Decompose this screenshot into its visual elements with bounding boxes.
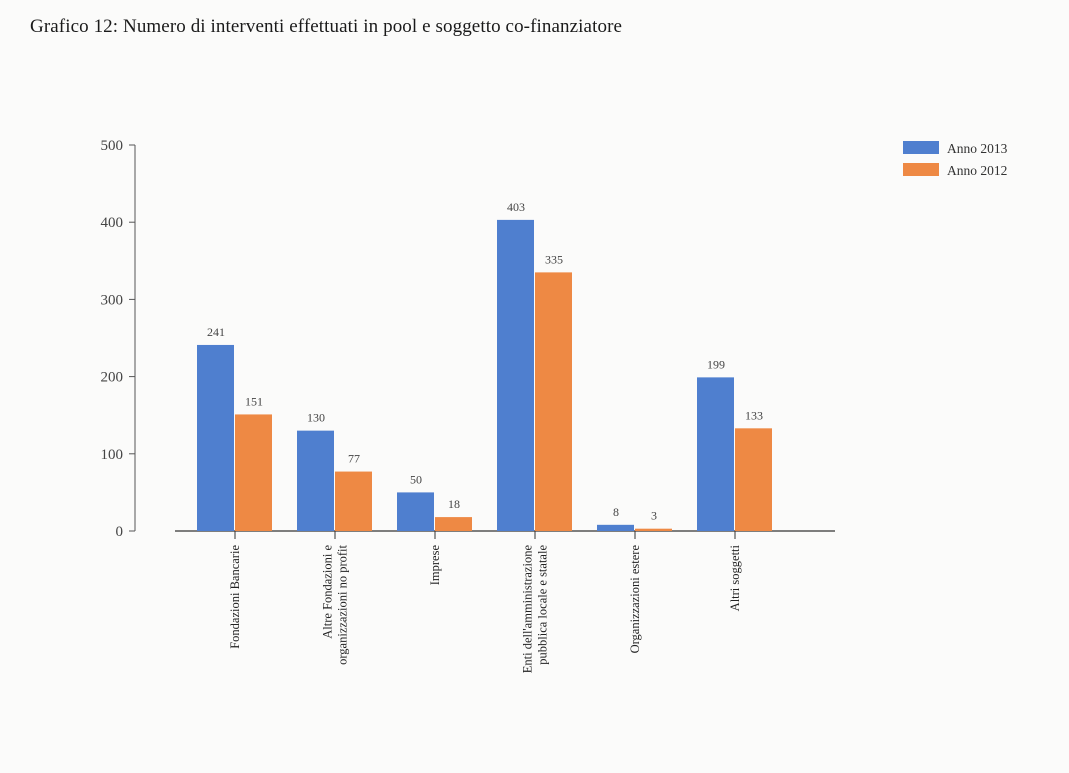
bar-series2 xyxy=(435,517,472,531)
bar-series2 xyxy=(735,428,772,531)
bar-series1 xyxy=(697,377,734,531)
data-label: 199 xyxy=(707,357,725,371)
category-label-line: pubblica locale e statale xyxy=(536,545,550,665)
data-label: 3 xyxy=(651,509,657,523)
y-tick-label: 0 xyxy=(116,524,124,540)
legend-label: Anno 2012 xyxy=(947,163,1007,178)
legend-swatch xyxy=(903,163,939,176)
y-tick-label: 200 xyxy=(101,370,124,386)
bar-series1 xyxy=(297,430,334,531)
data-label: 130 xyxy=(307,411,325,425)
category-label-line: Fondazioni Bancarie xyxy=(228,545,242,649)
category-label: Organizzazioni estere xyxy=(628,545,642,654)
category-label-line: Altre Fondazioni e xyxy=(321,545,335,639)
bar-series2 xyxy=(335,471,372,531)
bar-series1 xyxy=(197,344,234,531)
bar-series1 xyxy=(497,219,534,531)
data-label: 133 xyxy=(745,408,763,422)
bar-series1 xyxy=(397,492,434,531)
data-label: 241 xyxy=(207,325,225,339)
data-label: 18 xyxy=(448,497,460,511)
bar-series2 xyxy=(235,414,272,531)
bar-series2 xyxy=(635,528,672,531)
legend-label: Anno 2013 xyxy=(947,141,1008,156)
category-label: Imprese xyxy=(428,545,442,586)
category-label-line: Organizzazioni estere xyxy=(628,545,642,654)
category-label: Fondazioni Bancarie xyxy=(228,545,242,649)
data-label: 77 xyxy=(348,452,360,466)
data-label: 151 xyxy=(245,394,263,408)
y-tick-label: 100 xyxy=(101,447,124,463)
category-label-line: Altri soggetti xyxy=(728,544,742,611)
category-label-line: Imprese xyxy=(428,545,442,586)
bar-series1 xyxy=(597,524,634,531)
category-label: Altre Fondazioni eorganizzazioni no prof… xyxy=(321,544,350,664)
data-label: 50 xyxy=(410,472,422,486)
category-label-line: Enti dell'amministrazione xyxy=(521,545,535,674)
chart-title: Grafico 12: Numero di interventi effettu… xyxy=(30,16,623,37)
category-label: Enti dell'amministrazionepubblica locale… xyxy=(521,545,550,674)
y-tick-label: 400 xyxy=(101,215,124,231)
category-label: Altri soggetti xyxy=(728,544,742,611)
bar-series2 xyxy=(535,272,572,531)
data-label: 403 xyxy=(507,200,525,214)
legend-swatch xyxy=(903,141,939,154)
y-tick-label: 300 xyxy=(101,292,124,308)
data-label: 335 xyxy=(545,252,563,266)
y-tick-label: 500 xyxy=(101,138,124,154)
category-label-line: organizzazioni no profit xyxy=(336,544,350,664)
data-label: 8 xyxy=(613,505,619,519)
